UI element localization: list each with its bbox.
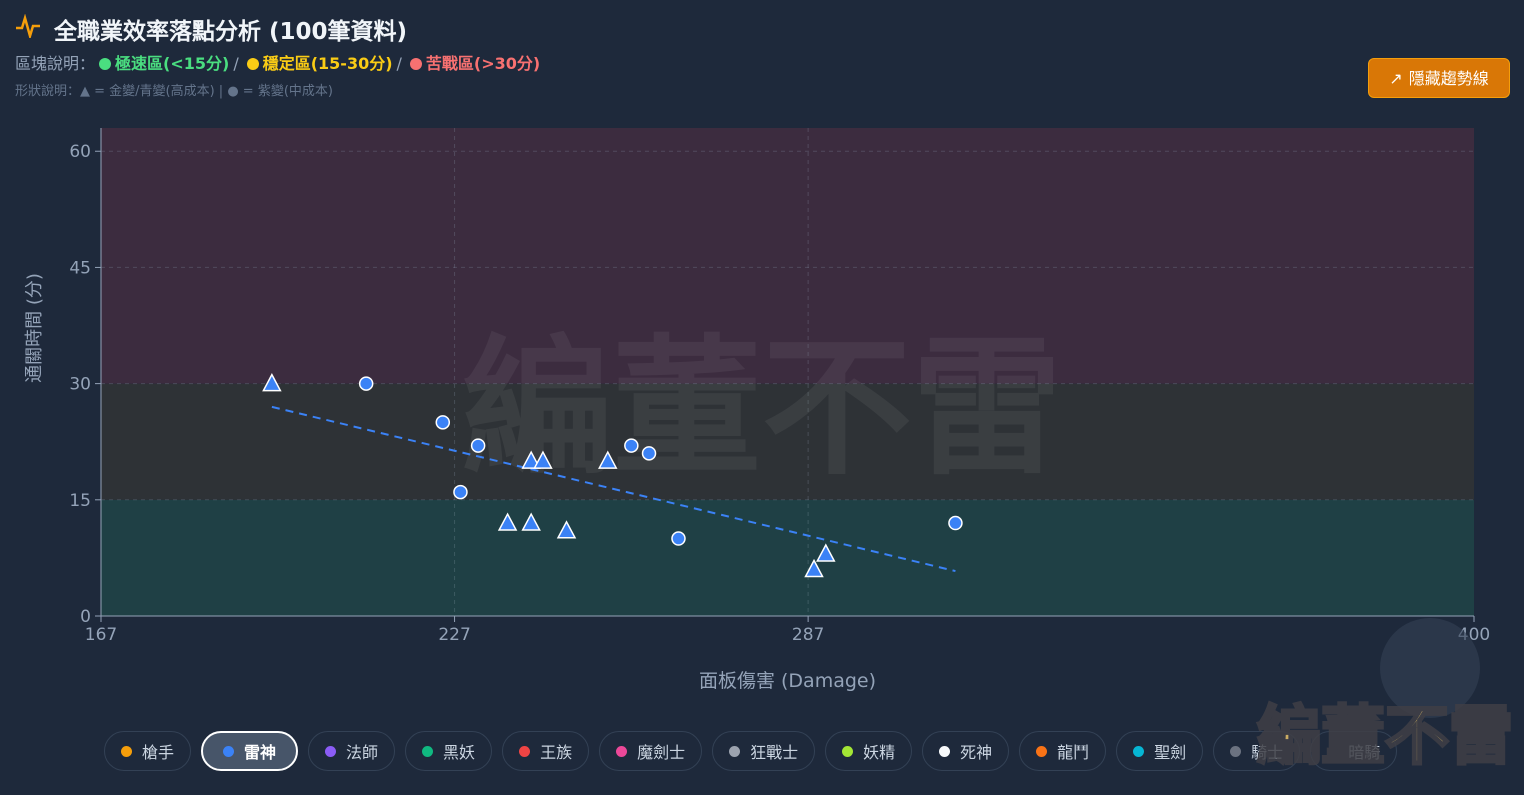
logo: 編董不雷 xyxy=(1256,618,1515,776)
class-filters: 槍手 雷神 法師 黑妖 王族 魔劍士 狂戰士 妖精 死神 龍鬥 聖劍 騎士 暗騎 xyxy=(104,731,1404,775)
class-filter-chip[interactable]: 黑妖 xyxy=(405,731,493,771)
chip-label: 魔劍士 xyxy=(637,743,686,762)
zone-items: 極速區(<15分) / 穩定區(15-30分) / 苦戰區(>30分) xyxy=(95,54,540,73)
chip-label: 王族 xyxy=(540,743,573,762)
logo-text: 編董不雷 xyxy=(1257,700,1513,774)
point-circle xyxy=(624,438,639,453)
y-axis-label: 通關時間 (分) xyxy=(24,273,45,383)
point-circle xyxy=(435,415,451,430)
toggle-trendline-button[interactable]: ↗ 隱藏趨勢線 xyxy=(1368,58,1510,98)
x-tick-label: 167 xyxy=(85,625,117,645)
chip-label: 暗騎 xyxy=(1348,743,1381,762)
zone xyxy=(101,128,1474,384)
chip-dot xyxy=(1133,745,1145,757)
class-filter-chip[interactable]: 魔劍士 xyxy=(599,731,703,771)
zone-dot xyxy=(246,58,259,70)
chip-label: 騎士 xyxy=(1251,743,1284,762)
chip-dot xyxy=(842,745,854,757)
chip-label: 槍手 xyxy=(142,743,175,762)
chip-label: 黑妖 xyxy=(443,743,476,762)
chip-dot xyxy=(519,745,531,757)
chip-dot xyxy=(422,745,434,757)
point-triangle xyxy=(804,558,824,578)
zone xyxy=(101,383,1474,500)
class-filter-chip[interactable]: 狂戰士 xyxy=(712,731,816,771)
shape-legend: 形狀說明：▲ = 金變/青變(高成本) | ● = 紫變(中成本) xyxy=(15,84,333,99)
chip-label: 雷神 xyxy=(244,743,277,762)
x-tick-label: 287 xyxy=(792,625,824,645)
chip-dot xyxy=(1036,745,1048,757)
point-triangle xyxy=(521,512,541,531)
chip-dot xyxy=(121,745,132,757)
zone-item: 穩定區(15-30分) xyxy=(262,54,393,73)
chip-dot xyxy=(1327,745,1339,757)
zone-dot xyxy=(409,58,422,70)
y-tick-label: 30 xyxy=(69,375,91,395)
point-triangle xyxy=(556,520,577,539)
point-triangle xyxy=(262,373,282,392)
separator: / xyxy=(233,54,239,73)
point-triangle xyxy=(816,543,836,562)
class-filter-chip[interactable]: 雷神 xyxy=(201,731,299,771)
point-circle xyxy=(641,446,657,461)
chip-label: 聖劍 xyxy=(1154,743,1187,762)
class-filter-chip[interactable]: 暗騎 xyxy=(1310,731,1398,771)
point-triangle xyxy=(598,450,618,469)
zone-legend-label: 區塊說明： xyxy=(15,54,96,73)
point-circle xyxy=(453,484,468,500)
class-filter-chip[interactable]: 騎士 xyxy=(1213,731,1301,771)
chip-label: 法師 xyxy=(346,743,379,762)
class-filter-chip[interactable]: 聖劍 xyxy=(1116,731,1204,771)
point-circle xyxy=(948,515,963,531)
trendline xyxy=(271,405,956,573)
class-filter-chip[interactable]: 王族 xyxy=(502,731,590,771)
chip-label: 死神 xyxy=(960,743,993,762)
chip-dot xyxy=(729,745,741,757)
point-triangle xyxy=(521,450,541,469)
chip-dot xyxy=(1230,745,1242,757)
zone xyxy=(101,499,1474,616)
chip-dot xyxy=(325,745,337,757)
title-icon xyxy=(16,14,40,38)
class-filter-chip[interactable]: 妖精 xyxy=(825,731,913,771)
class-filter-chip[interactable]: 法師 xyxy=(308,731,396,771)
zone-legend: 區塊說明： 極速區(<15分) / 穩定區(15-30分) / 苦戰區(>30分) xyxy=(15,50,540,74)
class-filter-chip[interactable]: 死神 xyxy=(922,731,1010,771)
point-circle xyxy=(470,438,486,453)
watermark: 編董不雷 xyxy=(462,322,1062,496)
class-filter-chip[interactable]: 龍鬥 xyxy=(1019,731,1107,771)
point-triangle xyxy=(497,512,518,531)
y-tick-label: 45 xyxy=(69,258,91,278)
point-triangle xyxy=(533,450,553,469)
chip-dot xyxy=(223,745,235,757)
x-tick-label: 227 xyxy=(438,625,470,645)
y-tick-label: 0 xyxy=(80,607,91,627)
chip-label: 狂戰士 xyxy=(750,743,799,762)
chip-dot xyxy=(939,745,951,757)
button-label: 隱藏趨勢線 xyxy=(1408,69,1489,88)
point-circle xyxy=(358,376,374,391)
chip-label: 妖精 xyxy=(863,743,896,762)
y-tick-label: 15 xyxy=(69,491,91,511)
chip-label: 龍鬥 xyxy=(1057,743,1090,762)
zone-item: 苦戰區(>30分) xyxy=(425,54,541,73)
chip-dot xyxy=(616,745,628,757)
class-filter-chip[interactable]: 槍手 xyxy=(104,731,192,771)
title: 全職業效率落點分析 (100筆資料) xyxy=(54,19,408,45)
y-tick-label: 60 xyxy=(69,142,91,162)
x-axis-label: 面板傷害 (Damage) xyxy=(699,670,876,692)
point-circle xyxy=(671,531,686,546)
logo-badge xyxy=(1380,618,1480,718)
separator: / xyxy=(396,54,402,73)
zone-item: 極速區(<15分) xyxy=(115,54,230,73)
zone-dot xyxy=(99,58,112,70)
